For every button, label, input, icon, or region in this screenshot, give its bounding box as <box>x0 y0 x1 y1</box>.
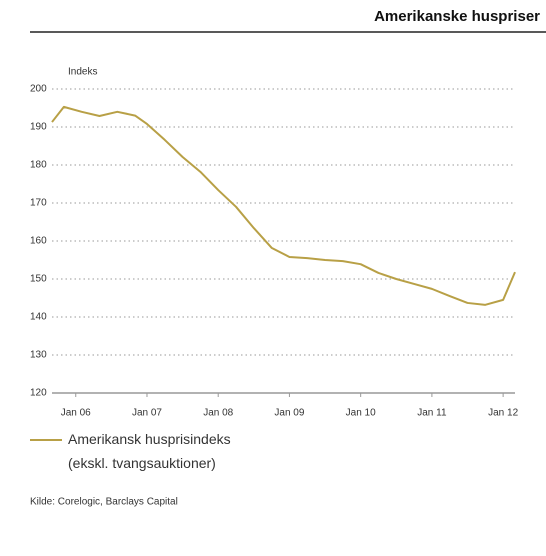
y-tick-label: 130 <box>30 350 47 361</box>
x-tick-label: Jan 10 <box>346 408 376 419</box>
x-tick-label: Jan 07 <box>132 408 162 419</box>
y-axis-label: Indeks <box>68 67 97 78</box>
x-tick-label: Jan 09 <box>274 408 304 419</box>
x-tick-label: Jan 08 <box>203 408 233 419</box>
y-tick-label: 200 <box>30 84 47 95</box>
x-tick-label: Jan 12 <box>488 408 518 419</box>
y-tick-label: 160 <box>30 236 47 247</box>
legend-label: Amerikansk husprisindeks (ekskl. tvangsau… <box>68 431 231 471</box>
source: Kilde: Corelogic, Barclays Capital <box>30 497 178 508</box>
y-tick-label: 120 <box>30 388 47 399</box>
x-tick-label: Jan 11 <box>417 408 447 419</box>
y-tick-label: 180 <box>30 160 47 171</box>
data-line <box>51 105 516 306</box>
y-tick-label: 170 <box>30 198 47 209</box>
y-tick-label: 190 <box>30 122 47 133</box>
y-tick-label: 140 <box>30 312 47 323</box>
x-tick-label: Jan 06 <box>61 408 91 419</box>
chart-title: Amerikanske huspriser <box>374 8 540 25</box>
y-tick-label: 150 <box>30 274 47 285</box>
